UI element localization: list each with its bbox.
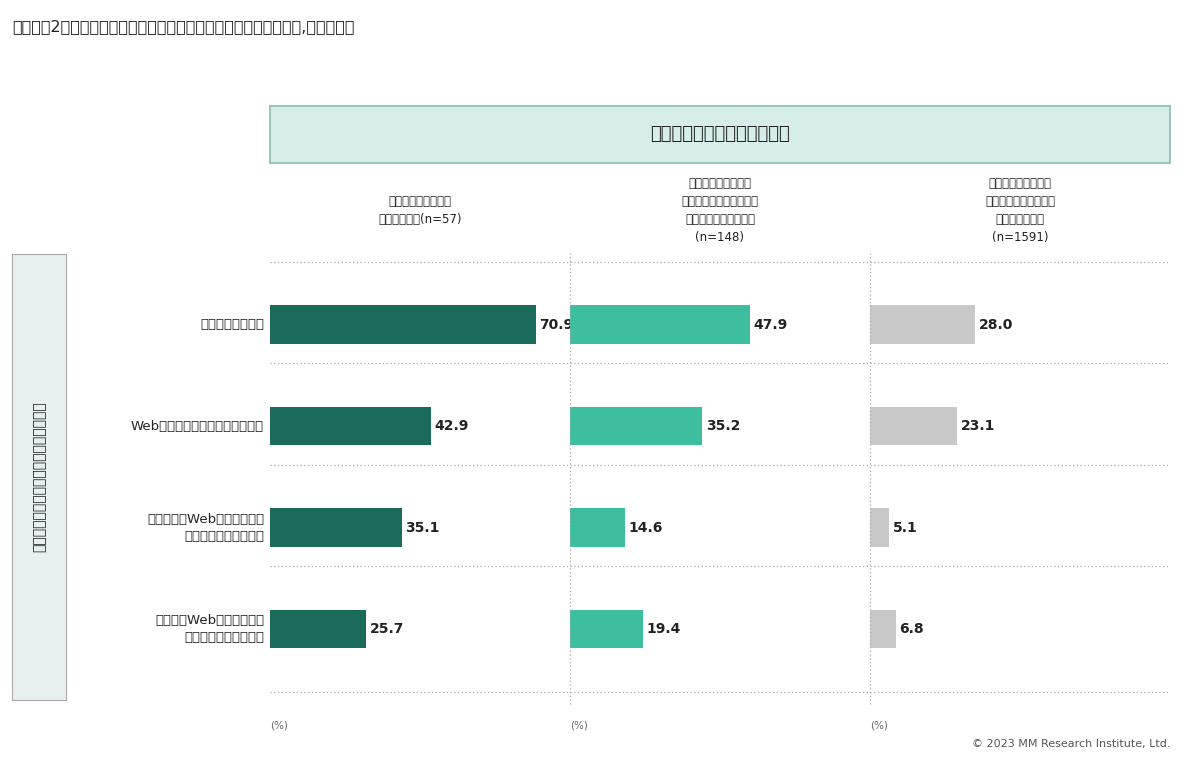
Bar [870, 407, 956, 445]
Text: 35.1: 35.1 [406, 521, 439, 534]
Text: 【データ2】マイナ保険証などデジタルツール利用状況（複数回答,一部抜粋）: 【データ2】マイナ保険証などデジタルツール利用状況（複数回答,一部抜粋） [12, 19, 354, 34]
Text: 47.9: 47.9 [754, 318, 787, 332]
Text: 70.9: 70.9 [540, 318, 574, 332]
Bar [570, 407, 702, 445]
Text: 19.4: 19.4 [647, 622, 680, 636]
Bar [870, 610, 895, 649]
Text: 電子処方箋は名称の
み知っている・見聞き
したこともない
(n=1591): 電子処方箋は名称の み知っている・見聞き したこともない (n=1591) [985, 176, 1055, 244]
Text: 42.9: 42.9 [434, 419, 469, 433]
Text: 医療受診時に利用するデジタルサービス: 医療受診時に利用するデジタルサービス [32, 401, 46, 553]
Text: (%): (%) [870, 721, 888, 731]
Bar [570, 610, 643, 649]
Text: マイナ保険証利用: マイナ保険証利用 [200, 318, 264, 331]
Text: 医療費をWeb（アプリ）・
マイナポータルで管理: 医療費をWeb（アプリ）・ マイナポータルで管理 [155, 614, 264, 644]
Bar [570, 305, 750, 344]
Bar [270, 305, 536, 344]
Text: (%): (%) [270, 721, 288, 731]
Text: 電子処方箋の利用有無と認知: 電子処方箋の利用有無と認知 [650, 126, 790, 143]
Text: 25.7: 25.7 [370, 622, 404, 636]
Text: 28.0: 28.0 [979, 318, 1013, 332]
Text: 電子処方箋を利用し
たことはないが、どのよ
うなものか知っている
(n=148): 電子処方箋を利用し たことはないが、どのよ うなものか知っている (n=148) [682, 176, 758, 244]
Bar [870, 305, 974, 344]
Bar [270, 407, 431, 445]
Bar [270, 509, 402, 547]
Text: 6.8: 6.8 [899, 622, 924, 636]
Bar [570, 509, 625, 547]
Bar [270, 610, 366, 649]
Text: 14.6: 14.6 [629, 521, 662, 534]
Text: 薬の情報をWeb（アプリ）・
マイナポータルで管理: 薬の情報をWeb（アプリ）・ マイナポータルで管理 [146, 512, 264, 543]
Bar [870, 509, 889, 547]
Text: 電子処方箋を利用し
たことがある(n=57): 電子処方箋を利用し たことがある(n=57) [378, 195, 462, 226]
Text: 23.1: 23.1 [960, 419, 995, 433]
Text: 35.2: 35.2 [706, 419, 740, 433]
Text: 5.1: 5.1 [893, 521, 918, 534]
Text: Web（アプリ）経由での診療予約: Web（アプリ）経由での診療予約 [131, 419, 264, 433]
Text: (%): (%) [570, 721, 588, 731]
Text: © 2023 MM Research Institute, Ltd.: © 2023 MM Research Institute, Ltd. [972, 740, 1170, 749]
